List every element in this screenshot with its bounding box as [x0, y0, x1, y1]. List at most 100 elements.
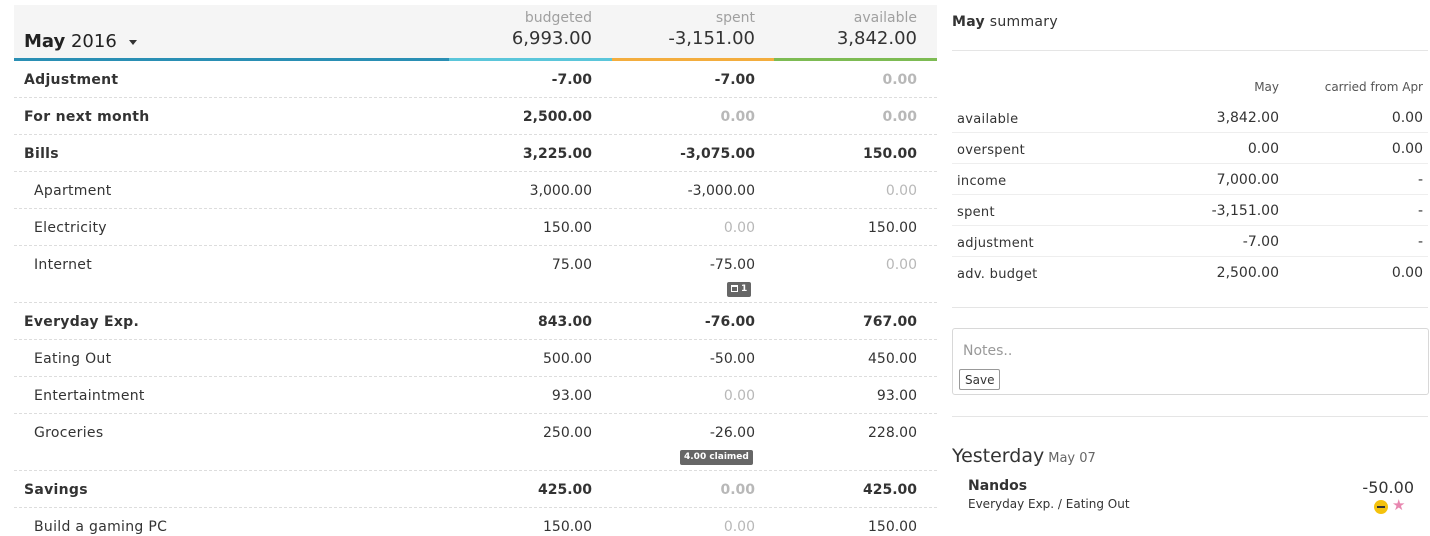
summary-row-overspent: overspent 0.00 0.00 — [952, 133, 1428, 164]
spent-cell: -75.00 — [709, 257, 755, 273]
budgeted-cell[interactable]: 500.00 — [543, 351, 592, 367]
summary-carried-value: - — [1417, 203, 1423, 219]
category-row-apartment[interactable]: Apartment 3,000.00 -3,000.00 0.00 — [14, 172, 937, 209]
claimed-badge[interactable]: 4.00 claimed — [680, 450, 753, 465]
transaction-amount: -50.00 — [1362, 478, 1414, 497]
category-name: Eating Out — [34, 351, 112, 367]
summary-current-value: 0.00 — [1247, 141, 1279, 157]
transaction-payee: Nandos — [968, 478, 1028, 494]
category-row-groceries[interactable]: Groceries 250.00 -26.00 228.00 4.00 clai… — [14, 414, 937, 471]
bar-segment-spent — [612, 58, 774, 61]
available-cell: 93.00 — [876, 388, 917, 404]
category-row-electricity[interactable]: Electricity 150.00 0.00 150.00 — [14, 209, 937, 246]
divider — [952, 416, 1428, 417]
available-cell: 0.00 — [885, 183, 917, 199]
category-group-savings[interactable]: Savings 425.00 0.00 425.00 — [14, 471, 937, 508]
budgeted-cell: 425.00 — [537, 482, 592, 498]
summary-carried-value: - — [1417, 234, 1423, 250]
minus-circle-icon[interactable] — [1374, 500, 1388, 514]
available-label: available — [853, 10, 917, 26]
category-name: Bills — [24, 146, 59, 162]
summary-title: May summary — [952, 14, 1058, 30]
category-group-everyday-exp[interactable]: Everyday Exp. 843.00 -76.00 767.00 — [14, 303, 937, 340]
month-selector[interactable]: May 2016 — [24, 31, 137, 52]
transactions-day-header: Yesterday May 07 — [952, 445, 1096, 467]
budgeted-cell[interactable]: 75.00 — [551, 257, 592, 273]
available-cell: 767.00 — [862, 314, 917, 330]
summary-row-label: available — [957, 112, 1019, 127]
budget-header: May 2016 budgeted 6,993.00 spent -3,151.… — [14, 5, 937, 58]
summary-title-month: May — [952, 14, 985, 30]
chevron-down-icon — [128, 39, 137, 45]
spent-cell: -76.00 — [704, 314, 755, 330]
budgeted-cell[interactable]: 150.00 — [543, 519, 592, 535]
spent-cell: -7.00 — [714, 72, 755, 88]
available-cell: 425.00 — [862, 482, 917, 498]
budgeted-cell[interactable]: -7.00 — [551, 72, 592, 88]
month-year: 2016 — [70, 31, 117, 52]
category-name: Everyday Exp. — [24, 314, 140, 330]
summary-current-value: 7,000.00 — [1216, 172, 1279, 188]
divider — [952, 307, 1428, 308]
available-value: 3,842.00 — [836, 28, 917, 49]
category-name: Groceries — [34, 425, 104, 441]
transaction-category: Everyday Exp. / Eating Out — [968, 497, 1130, 511]
summary-current-value: -7.00 — [1242, 234, 1279, 250]
bar-segment-budgeted — [449, 58, 612, 61]
summary-row-income: income 7,000.00 - — [952, 164, 1428, 195]
category-row-eating-out[interactable]: Eating Out 500.00 -50.00 450.00 — [14, 340, 937, 377]
category-row-for-next-month[interactable]: For next month 2,500.00 0.00 0.00 — [14, 98, 937, 135]
category-row-entertaintment[interactable]: Entertaintment 93.00 0.00 93.00 — [14, 377, 937, 414]
budgeted-label: budgeted — [524, 10, 592, 26]
summary-row-label: spent — [957, 205, 995, 220]
summary-col-current: May — [1254, 80, 1279, 94]
summary-current-value: 3,842.00 — [1216, 110, 1279, 126]
available-cell: 0.00 — [882, 109, 917, 125]
category-name: Entertaintment — [34, 388, 145, 404]
available-cell: 228.00 — [868, 425, 917, 441]
available-cell: 150.00 — [868, 220, 917, 236]
category-name: Apartment — [34, 183, 112, 199]
category-row-internet[interactable]: Internet 75.00 -75.00 0.00 1 — [14, 246, 937, 303]
budgeted-cell[interactable]: 150.00 — [543, 220, 592, 236]
notes-input[interactable] — [963, 343, 1403, 359]
day-label: Yesterday — [952, 445, 1045, 467]
scheduled-count: 1 — [741, 284, 748, 294]
notes-box: Save — [952, 328, 1429, 395]
category-group-bills[interactable]: Bills 3,225.00 -3,075.00 150.00 — [14, 135, 937, 172]
summary-carried-value: 0.00 — [1391, 141, 1423, 157]
spent-cell: 0.00 — [720, 109, 755, 125]
available-cell: 0.00 — [885, 257, 917, 273]
summary-col-carried: carried from Apr — [1324, 80, 1423, 94]
budgeted-total: budgeted 6,993.00 — [432, 9, 592, 51]
spent-value: -3,151.00 — [668, 28, 755, 49]
category-name: Build a gaming PC — [34, 519, 168, 535]
spent-cell: 0.00 — [723, 388, 755, 404]
category-row-adjustment[interactable]: Adjustment -7.00 -7.00 0.00 — [14, 61, 937, 98]
summary-row-spent: spent -3,151.00 - — [952, 195, 1428, 226]
spent-cell: -3,075.00 — [680, 146, 755, 162]
spent-label: spent — [715, 10, 755, 26]
scheduled-badge[interactable]: 1 — [727, 282, 752, 297]
budgeted-cell[interactable]: 250.00 — [543, 425, 592, 441]
summary-carried-value: 0.00 — [1391, 110, 1423, 126]
available-cell: 150.00 — [862, 146, 917, 162]
budgeted-cell[interactable]: 3,000.00 — [529, 183, 592, 199]
bar-segment-month — [14, 58, 449, 61]
divider — [952, 50, 1428, 51]
category-row-build-a-gaming-pc[interactable]: Build a gaming PC 150.00 0.00 150.00 — [14, 508, 937, 536]
budgeted-cell[interactable]: 2,500.00 — [522, 109, 592, 125]
summary-row-label: adjustment — [957, 236, 1034, 251]
summary-row-label: overspent — [957, 143, 1026, 158]
summary-row-label: income — [957, 174, 1007, 189]
category-name: Adjustment — [24, 72, 119, 88]
spent-cell: -3,000.00 — [687, 183, 755, 199]
summary-row-label: adv. budget — [957, 267, 1038, 282]
budgeted-cell[interactable]: 93.00 — [551, 388, 592, 404]
star-icon[interactable]: ★ — [1392, 496, 1406, 514]
budgeted-cell: 843.00 — [537, 314, 592, 330]
spent-cell: -50.00 — [709, 351, 755, 367]
spent-cell: -26.00 — [709, 425, 755, 441]
available-cell: 150.00 — [868, 519, 917, 535]
save-notes-button[interactable]: Save — [959, 369, 1001, 390]
